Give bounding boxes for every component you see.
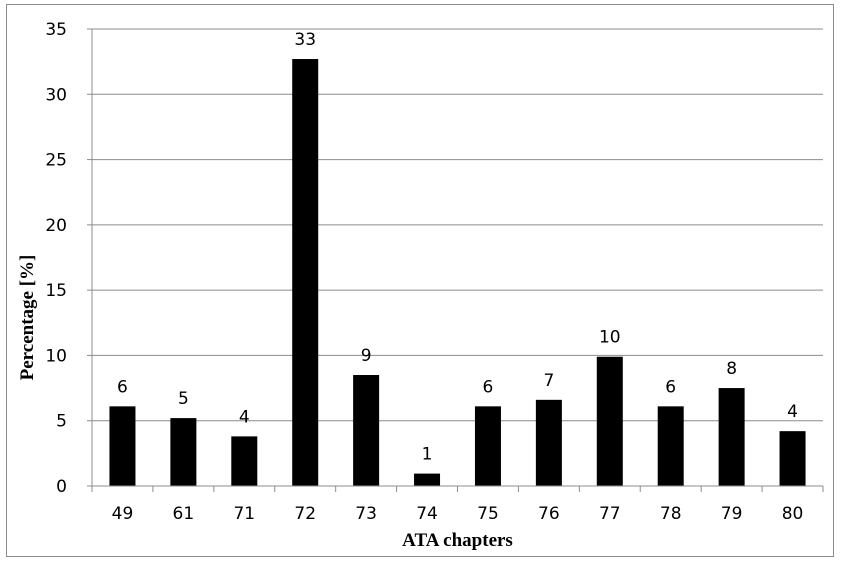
- data-label-71: 4: [239, 407, 250, 427]
- bar-79: [719, 388, 745, 486]
- x-axis-title: ATA chapters: [402, 530, 513, 551]
- bar-61: [170, 418, 196, 486]
- x-tick-label: 78: [660, 504, 682, 524]
- bars: [109, 59, 805, 486]
- data-label-78: 6: [665, 377, 676, 397]
- y-tick-label: 10: [45, 346, 67, 366]
- x-tick-label: 49: [112, 504, 134, 524]
- x-tick-label: 73: [355, 504, 377, 524]
- data-label-49: 6: [117, 377, 128, 397]
- y-tick-label: 5: [56, 412, 67, 432]
- y-tick-label: 30: [45, 85, 67, 105]
- x-tick-label: 76: [538, 504, 560, 524]
- axes: [87, 29, 823, 492]
- x-tick-label: 77: [599, 504, 621, 524]
- bar-74: [414, 474, 440, 486]
- bar-72: [292, 59, 318, 486]
- y-tick-label: 25: [45, 151, 67, 171]
- bar-71: [231, 436, 257, 486]
- data-label-72: 33: [294, 30, 316, 50]
- x-tick-label: 74: [416, 504, 438, 524]
- bar-73: [353, 375, 379, 486]
- bar-75: [475, 406, 501, 486]
- data-label-73: 9: [361, 346, 372, 366]
- y-tick-label: 35: [45, 20, 67, 40]
- data-label-80: 4: [787, 402, 798, 422]
- y-tick-label: 0: [56, 477, 67, 497]
- data-label-61: 5: [178, 389, 189, 409]
- x-tick-label: 75: [477, 504, 499, 524]
- x-tick-label: 80: [782, 504, 804, 524]
- bar-49: [109, 406, 135, 486]
- labels: 0510152025303564956147133729731746757761…: [45, 20, 803, 524]
- y-tick-label: 20: [45, 216, 67, 236]
- data-label-77: 10: [599, 328, 621, 348]
- y-axis-title: Percentage [%]: [17, 255, 38, 381]
- x-tick-label: 79: [721, 504, 743, 524]
- bar-76: [536, 400, 562, 486]
- y-tick-label: 15: [45, 281, 67, 301]
- data-label-79: 8: [726, 359, 737, 379]
- x-tick-label: 61: [173, 504, 195, 524]
- data-label-74: 1: [422, 445, 433, 465]
- bar-80: [780, 431, 806, 486]
- data-label-75: 6: [483, 377, 494, 397]
- bar-77: [597, 357, 623, 486]
- x-tick-label: 71: [233, 504, 255, 524]
- bar-78: [658, 406, 684, 486]
- gridlines: [92, 29, 823, 421]
- x-tick-label: 72: [294, 504, 316, 524]
- data-label-76: 7: [543, 371, 554, 391]
